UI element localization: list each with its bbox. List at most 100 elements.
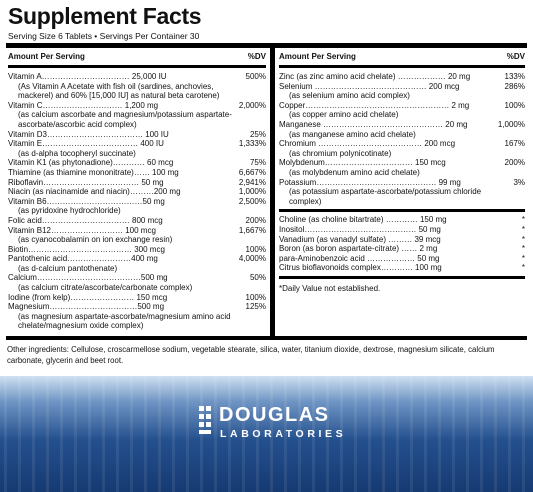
nutrient-name: Magnesium……………………………500 mg xyxy=(8,302,165,312)
nutrient-source: (as cyanocobalamin on ion exchange resin… xyxy=(18,235,173,245)
nutrient-dv: 100% xyxy=(245,244,266,254)
band-stripe xyxy=(410,376,413,492)
nutrient-dv: 2,000% xyxy=(238,100,266,110)
nutrient-source: (as selenium amino acid complex) xyxy=(289,91,410,101)
nutrient-row: Vitamin K1 (as phytonadione)………… 60 mcg 7… xyxy=(8,158,266,168)
nutrient-dv: 286% xyxy=(504,81,525,91)
logo-mark-icon xyxy=(197,406,213,444)
nutrient-name: Vitamin A…………………………… 25,000 IU xyxy=(8,72,167,81)
left-column: Amount Per Serving %DV Vitamin A……………………… xyxy=(8,48,266,331)
nutrient-row: para-Aminobenzoic acid ……………… 50 mg * xyxy=(279,254,525,264)
nutrient-name: Zinc (as zinc amino acid chelate) ………………… xyxy=(279,72,471,81)
nutrient-row: Boron (as boron aspartate-citrate) …… 2 … xyxy=(279,244,525,254)
other-ingredients: Other ingredients: Cellulose, croscarmel… xyxy=(7,345,495,365)
nutrient-dv: * xyxy=(521,215,525,225)
brand-subname: LABORATORIES xyxy=(220,428,347,440)
nutrient-row: Magnesium……………………………500 mg 125% (as magnes… xyxy=(8,302,266,331)
band-stripe xyxy=(158,376,161,492)
no-dv-nutrient-list: Choline (as choline bitartrate) ………… 150… xyxy=(279,215,525,273)
nutrient-name: Vitamin B6………………………………50 mg xyxy=(8,196,165,206)
band-stripe xyxy=(452,376,455,492)
nutrient-row: Chromium ………………………………… 200 mcg 167% (as ch… xyxy=(279,139,525,158)
nutrient-name: Potassium……………………………………… 99 mg xyxy=(279,177,461,187)
right-column: Amount Per Serving %DV Zinc (as zinc ami… xyxy=(279,48,525,294)
nutrient-name: Chromium ………………………………… 200 mcg xyxy=(279,139,456,149)
nutrient-source: (as chromium polynicotinate) xyxy=(289,148,392,158)
supplement-facts-panel: Supplement Facts Serving Size 6 Tablets … xyxy=(6,3,527,340)
nutrient-dv: 25% xyxy=(249,129,266,139)
nutrient-name: Calcium…………………………………500 mg xyxy=(8,273,168,283)
nutrient-row: Vitamin B6………………………………50 mg 2,500% (as pyr… xyxy=(8,197,266,216)
nutrient-name: Vitamin B12……………………… 100 mcg xyxy=(8,225,156,235)
panel-title: Supplement Facts xyxy=(8,3,202,29)
band-stripe xyxy=(4,376,7,492)
dv-header: %DV xyxy=(247,52,266,61)
left-nutrient-list: Vitamin A…………………………… 25,000 IU 500% (As Vi… xyxy=(8,68,266,331)
nutrient-dv: 1,000% xyxy=(238,187,266,197)
right-column-header: Amount Per Serving %DV xyxy=(279,48,525,68)
nutrient-row: Calcium…………………………………500 mg 50% (as calcium… xyxy=(8,273,266,292)
band-stripe xyxy=(354,376,357,492)
nutrient-name: Vanadium (as vanadyl sulfate) ……… 39 mcg xyxy=(279,234,441,244)
nutrient-dv: 1,333% xyxy=(238,139,266,149)
band-stripe xyxy=(46,376,49,492)
band-stripe xyxy=(144,376,147,492)
nutrient-name: Inositol…………………………………… 50 mg xyxy=(279,224,441,234)
nutrient-dv: * xyxy=(521,263,525,273)
brand-band xyxy=(0,376,533,492)
nutrient-dv: 200% xyxy=(504,158,525,168)
left-column-header: Amount Per Serving %DV xyxy=(8,48,266,68)
band-stripe xyxy=(60,376,63,492)
nutrient-dv: 6,667% xyxy=(238,167,266,177)
nutrient-name: Choline (as choline bitartrate) ………… 150… xyxy=(279,215,447,225)
band-stripe xyxy=(242,376,245,492)
nutrient-row: Potassium……………………………………… 99 mg 3% (as pota… xyxy=(279,178,525,207)
nutrient-dv: 2,500% xyxy=(238,196,266,206)
nutrient-row: Riboflavin……………………………… 50 mg 2,941% xyxy=(8,178,266,188)
band-stripe xyxy=(102,376,105,492)
nutrient-source: (as magnesium aspartate-ascorbate/magnes… xyxy=(18,311,231,331)
band-stripe xyxy=(480,376,483,492)
serving-info: Serving Size 6 Tablets • Servings Per Co… xyxy=(8,31,200,41)
band-stripe xyxy=(172,376,175,492)
band-stripe xyxy=(284,376,287,492)
nutrient-dv: 200% xyxy=(245,215,266,225)
nutrient-row: Manganese ……………………………………… 20 mg 1,000% (as… xyxy=(279,120,525,139)
bottom-divider xyxy=(6,336,527,340)
band-stripe xyxy=(256,376,259,492)
nutrient-row: Molybdenum…………………………… 150 mcg 200% (as mol… xyxy=(279,158,525,177)
nutrient-name: Molybdenum…………………………… 150 mcg xyxy=(279,158,446,168)
nutrient-name: Niacin (as niacinamide and niacin)………200… xyxy=(8,187,181,197)
nutrient-dv: 133% xyxy=(504,72,525,81)
nutrient-name: Vitamin K1 (as phytonadione)………… 60 mcg xyxy=(8,158,174,168)
nutrient-dv: 167% xyxy=(504,139,525,149)
band-stripe xyxy=(18,376,21,492)
nutrient-source: (as copper amino acid chelate) xyxy=(289,110,399,120)
nutrient-row: Vitamin A…………………………… 25,000 IU 500% (As Vi… xyxy=(8,72,266,101)
band-stripe xyxy=(88,376,91,492)
nutrient-source: (as manganese amino acid chelate) xyxy=(289,129,416,139)
band-stripe xyxy=(312,376,315,492)
nutrient-dv: 500% xyxy=(245,72,266,81)
nutrient-name: Citrus bioflavonoids complex………… 100 mg xyxy=(279,263,442,273)
nutrient-source: (as pyridoxine hydrochloride) xyxy=(18,206,121,216)
nutrient-name: Manganese ……………………………………… 20 mg xyxy=(279,119,468,129)
nutrient-row: Iodine (from kelp)…………………… 150 mcg 100% xyxy=(8,293,266,303)
nutrient-source: (As Vitamin A Acetate with fish oil (sar… xyxy=(18,81,220,101)
nutrient-name: Boron (as boron aspartate-citrate) …… 2 … xyxy=(279,244,438,254)
column-divider xyxy=(270,43,275,338)
band-stripe xyxy=(116,376,119,492)
band-stripe xyxy=(214,376,217,492)
top-divider xyxy=(6,43,527,48)
nutrient-name: Folic acid…………………………… 800 mcg xyxy=(8,215,163,225)
band-stripe xyxy=(326,376,329,492)
band-stripe xyxy=(200,376,203,492)
band-stripe xyxy=(130,376,133,492)
nutrient-row: Copper……………………………………………… 2 mg 100% (as cop… xyxy=(279,101,525,120)
section-divider xyxy=(279,275,525,279)
nutrient-row: Vanadium (as vanadyl sulfate) ……… 39 mcg… xyxy=(279,235,525,245)
band-stripe xyxy=(340,376,343,492)
nutrient-name: Vitamin E……………………………… 400 IU xyxy=(8,139,164,149)
nutrient-dv: 3% xyxy=(513,177,525,187)
right-nutrient-list: Zinc (as zinc amino acid chelate) ………………… xyxy=(279,68,525,206)
